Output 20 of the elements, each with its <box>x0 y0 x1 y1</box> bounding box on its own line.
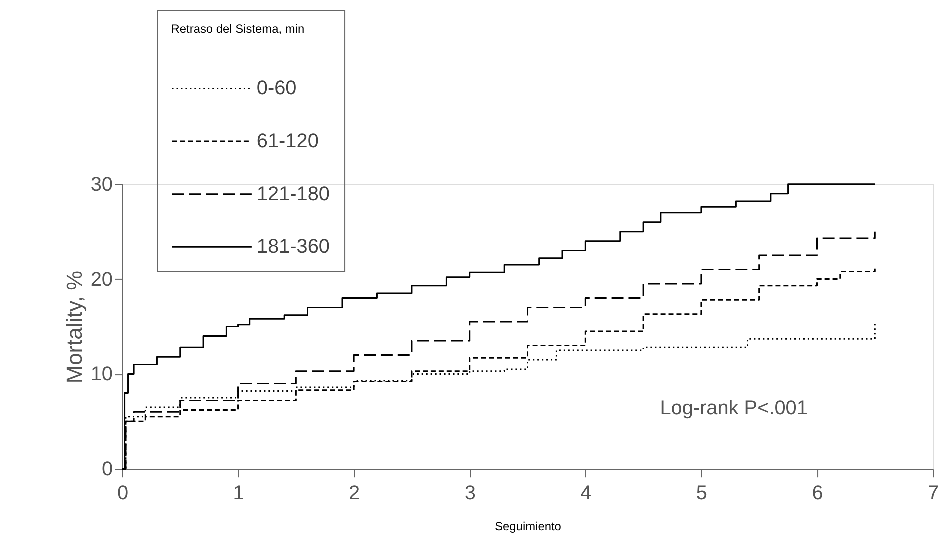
x-tick-label: 6 <box>812 482 824 505</box>
legend-label: 181-360 <box>256 236 330 258</box>
annotation: Log-rank P<.001 <box>660 397 808 420</box>
x-axis-title: Seguimiento <box>495 519 562 534</box>
x-tick-label: 4 <box>580 482 592 505</box>
x-tick-label: 5 <box>696 482 708 505</box>
x-tick-label: 0 <box>117 482 129 505</box>
legend-title: Retraso del Sistema, min <box>171 22 305 36</box>
y-axis-title: Mortality, % <box>62 270 87 384</box>
x-tick-label: 3 <box>464 482 476 505</box>
legend-label: 61-120 <box>256 130 319 153</box>
y-tick-label: 30 <box>90 174 114 196</box>
legend-label: 0-60 <box>256 78 297 100</box>
y-tick-label: 0 <box>102 458 114 481</box>
x-tick-label: 1 <box>233 482 244 505</box>
x-tick-label: 2 <box>349 482 360 505</box>
y-tick-label: 10 <box>90 364 114 386</box>
x-tick-label: 7 <box>928 482 940 505</box>
y-tick-label: 20 <box>90 268 114 291</box>
legend-label: 121-180 <box>256 183 330 206</box>
